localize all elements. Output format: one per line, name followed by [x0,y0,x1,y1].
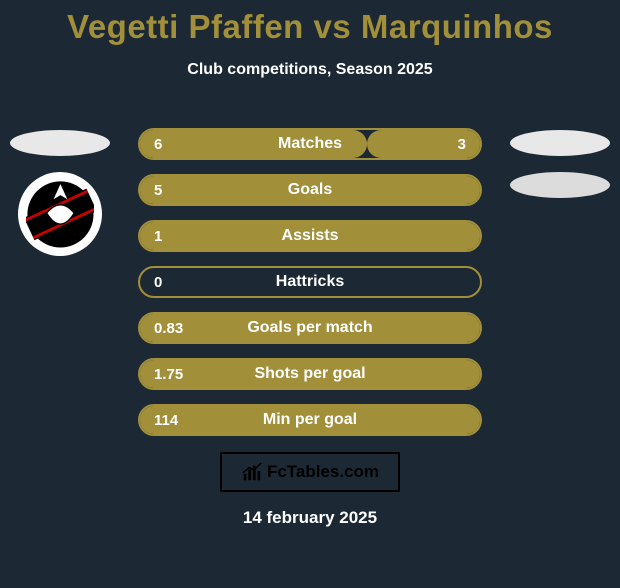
stat-row: 1 Assists [138,220,482,252]
player-left-club-badge [18,172,102,256]
stat-value-left: 114 [154,412,178,429]
stat-row: 6 Matches 3 [138,128,482,160]
stat-label: Assists [282,227,339,245]
stat-value-left: 6 [154,136,162,153]
page-title: Vegetti Pfaffen vs Marquinhos [0,8,620,46]
player-right-badges [500,130,620,214]
player-right-ellipse-1 [510,130,610,156]
stat-row: 0.83 Goals per match [138,312,482,344]
stat-value-right: 3 [458,136,466,153]
stat-row: 114 Min per goal [138,404,482,436]
stat-row: 5 Goals [138,174,482,206]
page-subtitle: Club competitions, Season 2025 [0,61,620,79]
stat-value-left: 1 [154,228,162,245]
fctables-logo: FcTables.com [220,452,400,492]
player-left-flag-ellipse [10,130,110,156]
stat-label: Hattricks [276,273,344,291]
stat-label: Matches [278,135,342,153]
stat-label: Goals [288,181,332,199]
bar-chart-icon [241,461,263,483]
comparison-date: 14 february 2025 [0,508,620,528]
player-right-ellipse-2 [510,172,610,198]
stat-label: Goals per match [247,319,372,337]
stat-value-left: 0 [154,274,162,291]
player-left-badges [0,130,120,256]
stat-value-left: 1.75 [154,366,183,383]
stat-row: 1.75 Shots per goal [138,358,482,390]
stat-bars-container: 6 Matches 3 5 Goals 1 Assists 0 Hattricks 0.83 Goa… [138,128,482,450]
stat-label: Shots per goal [254,365,365,383]
stat-value-left: 0.83 [154,320,183,337]
fctables-logo-text: FcTables.com [267,462,379,482]
stat-value-left: 5 [154,182,162,199]
stat-row: 0 Hattricks [138,266,482,298]
stat-label: Min per goal [263,411,357,429]
vasco-crest-icon [26,180,95,249]
